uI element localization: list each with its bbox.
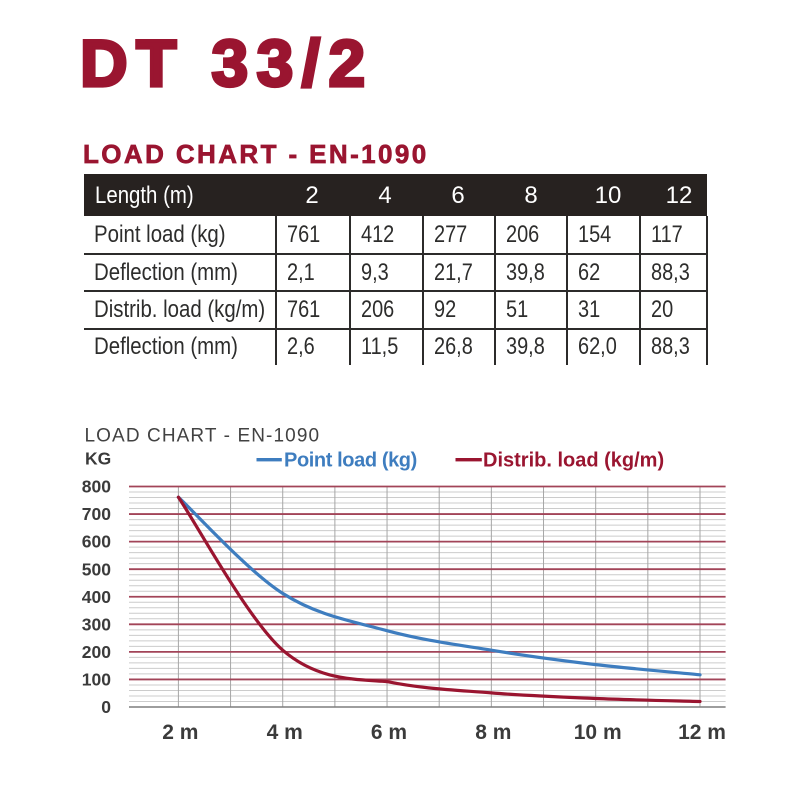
- svg-text:12 m: 12 m: [678, 721, 726, 744]
- svg-text:2 m: 2 m: [162, 721, 198, 744]
- svg-text:Distrib. load (kg/m): Distrib. load (kg/m): [483, 450, 664, 472]
- svg-text:600: 600: [82, 532, 111, 552]
- svg-text:4 m: 4 m: [267, 721, 303, 744]
- svg-text:300: 300: [82, 614, 111, 634]
- svg-text:8 m: 8 m: [475, 721, 511, 744]
- svg-text:500: 500: [82, 559, 111, 579]
- svg-text:800: 800: [82, 477, 111, 497]
- svg-text:400: 400: [82, 587, 111, 607]
- svg-text:Point load (kg): Point load (kg): [284, 450, 417, 472]
- svg-text:10 m: 10 m: [574, 721, 622, 744]
- svg-text:KG: KG: [85, 449, 111, 469]
- svg-text:0: 0: [101, 697, 111, 717]
- svg-text:700: 700: [82, 504, 111, 524]
- svg-text:LOAD CHART - EN-1090: LOAD CHART - EN-1090: [85, 426, 321, 447]
- svg-text:6 m: 6 m: [371, 721, 407, 744]
- svg-text:100: 100: [82, 670, 111, 690]
- svg-text:200: 200: [82, 642, 111, 662]
